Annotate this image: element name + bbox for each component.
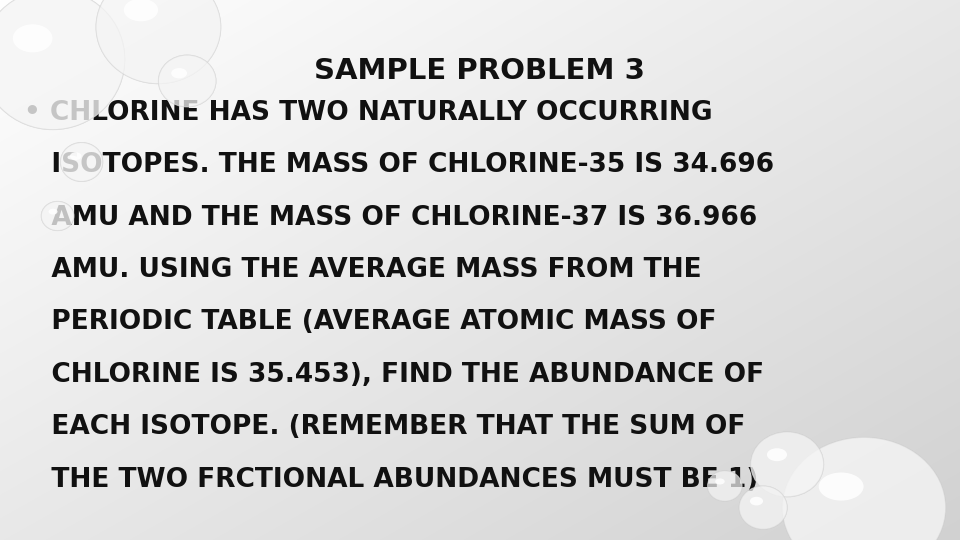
Ellipse shape	[49, 209, 58, 214]
Ellipse shape	[41, 201, 74, 231]
Ellipse shape	[708, 471, 742, 501]
Ellipse shape	[60, 143, 103, 181]
Ellipse shape	[0, 0, 125, 130]
Ellipse shape	[751, 432, 824, 497]
Text: THE TWO FRCTIONAL ABUNDANCES MUST BE 1): THE TWO FRCTIONAL ABUNDANCES MUST BE 1)	[24, 467, 758, 492]
Ellipse shape	[767, 448, 787, 461]
Ellipse shape	[124, 0, 158, 22]
Ellipse shape	[782, 437, 946, 540]
Ellipse shape	[41, 201, 74, 231]
Ellipse shape	[0, 0, 125, 130]
Text: EACH ISOTOPE. (REMEMBER THAT THE SUM OF: EACH ISOTOPE. (REMEMBER THAT THE SUM OF	[24, 414, 745, 440]
Ellipse shape	[708, 471, 742, 501]
Ellipse shape	[171, 68, 187, 78]
Ellipse shape	[739, 486, 787, 529]
Text: PERIODIC TABLE (AVERAGE ATOMIC MASS OF: PERIODIC TABLE (AVERAGE ATOMIC MASS OF	[24, 309, 716, 335]
Ellipse shape	[715, 478, 725, 484]
Ellipse shape	[60, 143, 103, 181]
Ellipse shape	[41, 201, 74, 231]
Ellipse shape	[158, 55, 216, 107]
Ellipse shape	[750, 497, 763, 505]
Ellipse shape	[708, 471, 742, 501]
Ellipse shape	[739, 486, 787, 529]
Ellipse shape	[96, 0, 221, 84]
Text: ISOTOPES. THE MASS OF CHLORINE-35 IS 34.696: ISOTOPES. THE MASS OF CHLORINE-35 IS 34.…	[24, 152, 774, 178]
Ellipse shape	[60, 143, 103, 181]
Ellipse shape	[751, 432, 824, 497]
Ellipse shape	[0, 0, 125, 130]
Ellipse shape	[158, 55, 216, 107]
Ellipse shape	[70, 152, 82, 160]
Ellipse shape	[739, 486, 787, 529]
Ellipse shape	[782, 437, 946, 540]
Ellipse shape	[782, 437, 946, 540]
Ellipse shape	[158, 55, 216, 107]
Text: CHLORINE IS 35.453), FIND THE ABUNDANCE OF: CHLORINE IS 35.453), FIND THE ABUNDANCE …	[24, 362, 764, 388]
Text: • CHLORINE HAS TWO NATURALLY OCCURRING: • CHLORINE HAS TWO NATURALLY OCCURRING	[24, 100, 712, 126]
Ellipse shape	[96, 0, 221, 84]
Text: AMU AND THE MASS OF CHLORINE-37 IS 36.966: AMU AND THE MASS OF CHLORINE-37 IS 36.96…	[24, 205, 757, 231]
Text: AMU. USING THE AVERAGE MASS FROM THE: AMU. USING THE AVERAGE MASS FROM THE	[24, 257, 702, 283]
Ellipse shape	[751, 432, 824, 497]
Ellipse shape	[819, 472, 864, 501]
Ellipse shape	[12, 24, 53, 52]
Ellipse shape	[96, 0, 221, 84]
Text: SAMPLE PROBLEM 3: SAMPLE PROBLEM 3	[315, 57, 645, 85]
